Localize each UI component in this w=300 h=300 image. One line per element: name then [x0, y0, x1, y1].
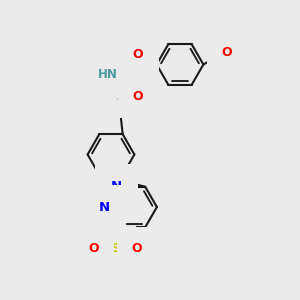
Text: O: O — [132, 242, 142, 255]
Text: N: N — [111, 180, 122, 193]
Text: O: O — [133, 48, 143, 61]
Text: O: O — [222, 46, 232, 59]
Text: HN: HN — [98, 68, 118, 81]
Text: S: S — [133, 69, 143, 82]
Text: O: O — [133, 90, 143, 103]
Text: S: S — [111, 242, 120, 255]
Text: O: O — [88, 242, 99, 255]
Text: N: N — [99, 201, 110, 214]
